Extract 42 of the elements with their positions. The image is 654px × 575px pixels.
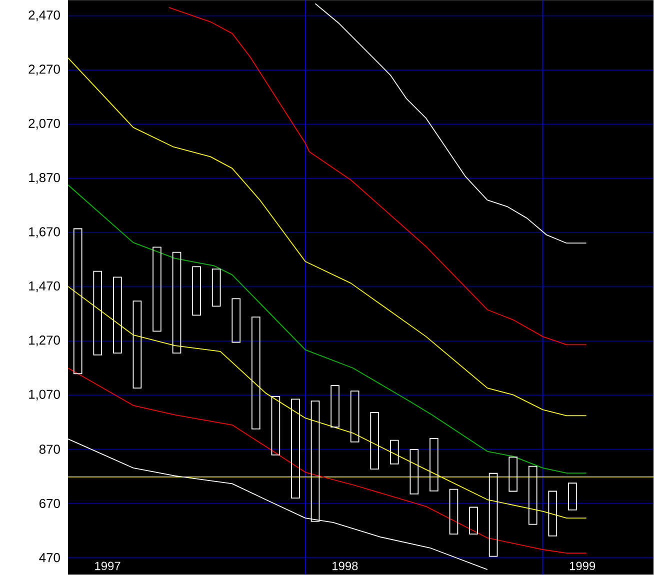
bar [350,390,360,442]
bar [93,270,102,356]
y-tick-label: 1,470 [29,281,60,292]
bar [152,246,162,332]
y-tick-label: 870 [39,444,60,454]
bar [508,456,518,492]
x-tick-label: 1999 [570,562,596,570]
y-tick-label: 2,470 [28,10,60,22]
bar [410,449,419,495]
bar [172,252,182,354]
bar [212,268,221,307]
y-tick-label: 670 [40,498,60,508]
bar [370,412,380,470]
bar [568,482,577,510]
bar [113,276,122,354]
bar [488,473,498,557]
bar [252,316,260,430]
y-tick-label: 1,070 [29,390,60,401]
y-tick-label: 2,270 [28,64,60,76]
y-tick-label: 2,070 [28,118,60,130]
y-tick-label: 1,870 [29,173,60,184]
bar [528,466,538,525]
bar [73,228,82,374]
bar [192,266,201,316]
bar [430,438,438,492]
line-series [314,3,587,244]
bar [548,490,558,536]
bar [232,298,241,343]
bar [330,385,340,428]
y-tick-label: 470 [39,553,60,562]
bar [449,489,458,535]
bar [469,506,478,535]
bar [291,398,300,499]
line-series [68,184,587,474]
bar [132,300,142,389]
bar [390,440,399,464]
y-tick-label: 1,670 [29,227,60,238]
bar [271,396,280,456]
x-tick-label: 1998 [332,562,358,570]
line-series [68,368,587,554]
x-tick-label: 1997 [95,562,120,570]
y-tick-label: 1,270 [29,336,60,346]
